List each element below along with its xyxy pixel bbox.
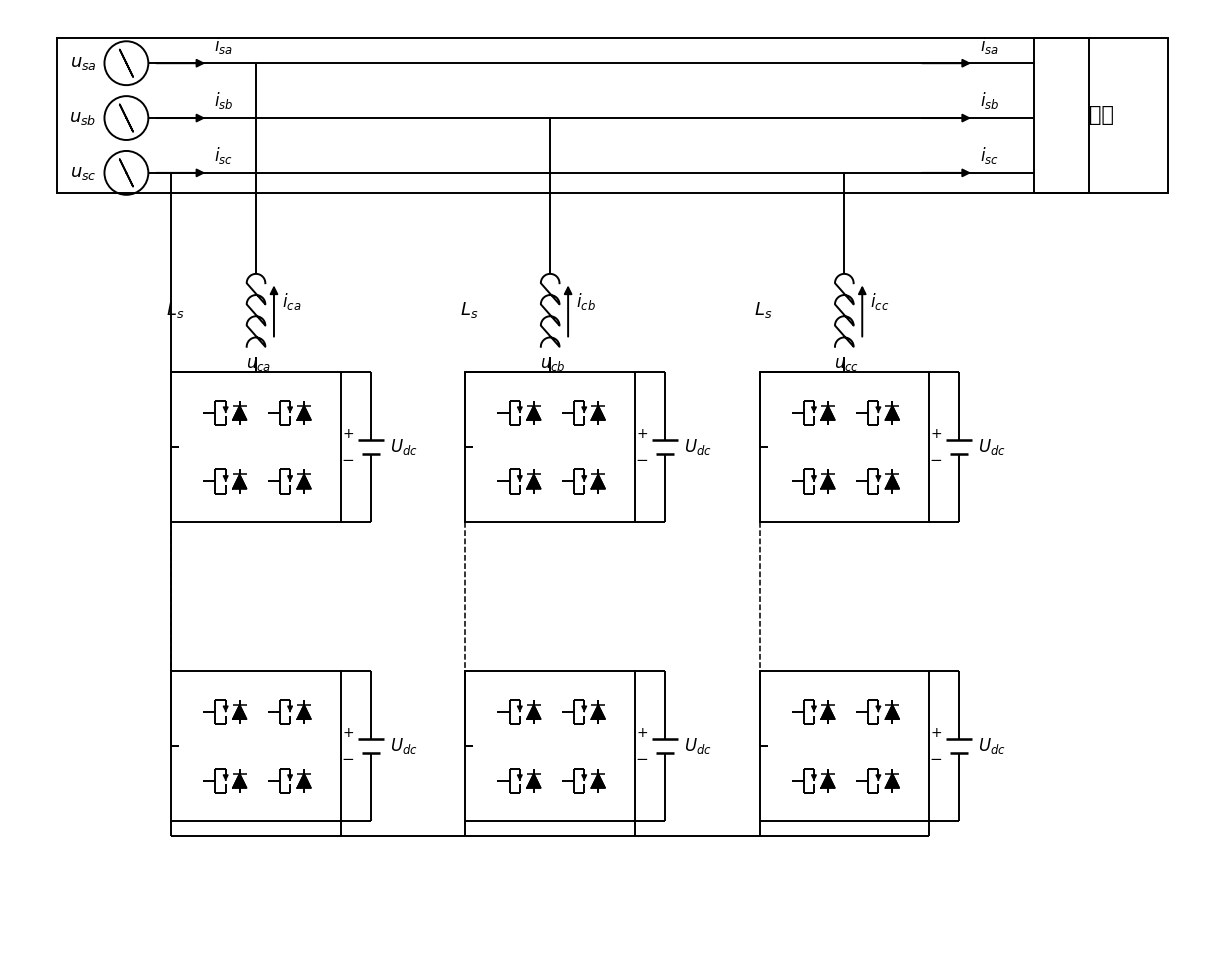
Polygon shape (526, 704, 541, 720)
Text: +: + (931, 427, 942, 441)
Text: $i_{cc}$: $i_{cc}$ (870, 291, 889, 312)
Text: $i_{ca}$: $i_{ca}$ (281, 291, 301, 312)
Bar (1034, 38, 1168, 192)
Text: $U_{dc}$: $U_{dc}$ (978, 736, 1006, 756)
Bar (465, 372, 635, 522)
Text: 负载: 负载 (1089, 106, 1113, 125)
Text: $U_{dc}$: $U_{dc}$ (683, 736, 711, 756)
Polygon shape (885, 704, 899, 720)
Polygon shape (526, 406, 541, 420)
Polygon shape (297, 406, 311, 420)
Text: $U_{dc}$: $U_{dc}$ (390, 437, 418, 457)
Polygon shape (297, 475, 311, 489)
Bar (56, 38, 1089, 192)
Text: −: − (341, 751, 353, 767)
Text: $U_{dc}$: $U_{dc}$ (978, 437, 1006, 457)
Text: −: − (635, 751, 648, 767)
Text: −: − (341, 453, 353, 468)
Text: $i_{cb}$: $i_{cb}$ (576, 291, 596, 312)
Text: $U_{dc}$: $U_{dc}$ (683, 437, 711, 457)
Text: +: + (636, 427, 648, 441)
Text: −: − (929, 453, 942, 468)
Text: $u_{sa}$: $u_{sa}$ (69, 55, 96, 72)
Text: $L_s$: $L_s$ (754, 300, 772, 320)
Bar (465, 672, 635, 821)
Bar (760, 672, 929, 821)
Polygon shape (591, 406, 605, 420)
Polygon shape (233, 475, 247, 489)
Text: +: + (636, 726, 648, 741)
Text: $i_{sc}$: $i_{sc}$ (214, 145, 233, 166)
Polygon shape (821, 773, 836, 788)
Polygon shape (885, 406, 899, 420)
Polygon shape (297, 704, 311, 720)
Polygon shape (821, 475, 836, 489)
Polygon shape (591, 704, 605, 720)
Text: $i_{sa}$: $i_{sa}$ (214, 35, 233, 56)
Text: −: − (635, 453, 648, 468)
Text: $u_{sc}$: $u_{sc}$ (69, 164, 96, 182)
Text: $i_{sc}$: $i_{sc}$ (980, 145, 999, 166)
Text: $u_{ca}$: $u_{ca}$ (246, 356, 272, 373)
Polygon shape (821, 406, 836, 420)
Polygon shape (526, 773, 541, 788)
Text: $L_s$: $L_s$ (459, 300, 479, 320)
Text: $u_{sb}$: $u_{sb}$ (69, 109, 96, 127)
Text: −: − (929, 751, 942, 767)
Polygon shape (821, 704, 836, 720)
Polygon shape (233, 406, 247, 420)
Polygon shape (885, 773, 899, 788)
Text: +: + (342, 427, 353, 441)
Polygon shape (233, 773, 247, 788)
Text: $i_{sb}$: $i_{sb}$ (980, 90, 1000, 111)
Text: +: + (931, 726, 942, 741)
Text: $u_{cb}$: $u_{cb}$ (541, 356, 566, 373)
Text: $U_{dc}$: $U_{dc}$ (390, 736, 418, 756)
Polygon shape (591, 773, 605, 788)
Polygon shape (526, 475, 541, 489)
Polygon shape (233, 704, 247, 720)
Text: $L_s$: $L_s$ (166, 300, 184, 320)
Text: $i_{sb}$: $i_{sb}$ (214, 90, 234, 111)
Polygon shape (297, 773, 311, 788)
Bar (172, 372, 341, 522)
Bar (760, 372, 929, 522)
Text: $i_{sa}$: $i_{sa}$ (980, 35, 999, 56)
Polygon shape (885, 475, 899, 489)
Polygon shape (591, 475, 605, 489)
Text: $u_{cc}$: $u_{cc}$ (834, 356, 860, 373)
Text: +: + (342, 726, 353, 741)
Bar (172, 672, 341, 821)
